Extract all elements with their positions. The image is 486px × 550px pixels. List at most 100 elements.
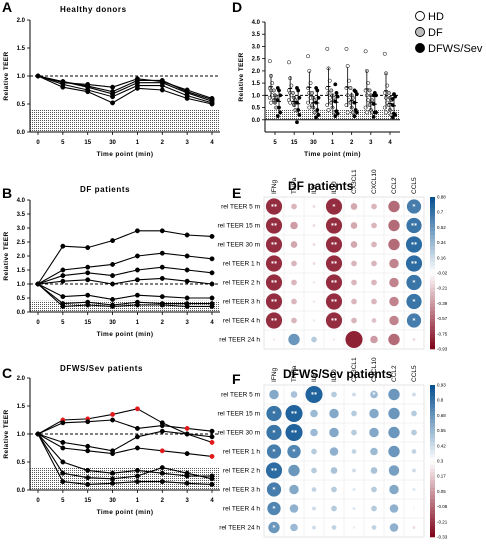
panel-e-colorbar-segment [430,284,435,289]
panel-e-cell-circle [405,236,423,253]
panel-e-row-label: rel TEER 1 h [223,261,260,268]
panel-f-cell-circle [266,482,282,497]
panel-f-row-label: rel TEER 1 h [223,449,260,456]
panel-e-colorbar-segment [430,276,435,281]
panel-d-point-df [348,86,353,90]
panel-b-data-point [60,273,66,279]
panel-b-x-tick-label: 2 [161,320,165,326]
panel-d-point-dfwssev [316,112,321,117]
panel-c-y-tick-label: 1.5 [17,404,26,410]
panel-b-x-tick-label: 3 [185,320,189,326]
panel-d-y-tick-label: 3.0 [252,44,261,50]
panel-a-y-tick-label: 1.0 [17,74,26,80]
panel-b-y-tick-label: 1.5 [17,268,26,274]
panel-e-colorbar-segment [430,333,435,338]
panel-b-data-point [134,302,140,308]
panel-a-x-tick-label: 15 [84,140,91,146]
panel-e-colorbar-segment [430,345,435,350]
panel-b-y-tick-label: 3.5 [17,212,26,218]
panel-f-colorbar-segment [430,411,435,416]
panel-e-colorbar-tick: -0.93 [437,347,448,352]
panel-b-data-point [209,281,215,287]
panel-e-cell-circle [351,260,357,267]
legend-dfws-label: DFWS/Sev [428,43,483,55]
panel-b-data-point [60,267,66,273]
panel-label-d: D [232,0,242,15]
panel-e-row-label: rel TEER 30 m [217,242,260,249]
panel-f-cell-circle [370,467,378,474]
panel-f-cell-circle [351,410,357,417]
panel-b-x-tick-label: 5 [61,320,65,326]
panel-d-point-df [310,90,315,95]
panel-a-shaded-band [30,109,220,132]
panel-c-data-point [60,459,66,465]
panel-f-colorbar-segment [430,426,435,431]
panel-e-cell-circle [325,198,343,215]
legend-hd-marker [415,11,425,21]
panel-e-significance-mark: * [412,280,416,287]
panel-e-colorbar-segment [430,223,435,228]
panel-e-cell-circle [371,241,377,248]
panel-c-series-line [37,433,212,477]
panel-b-data-point [60,294,66,300]
panel-f-cell-circle [369,408,379,419]
panel-e-cell-circle [332,338,336,341]
panel-f-cell-circle [285,404,303,423]
panel-d-point-hd [384,110,388,115]
panel-f-colorbar-segment [430,483,435,488]
panel-f-cell-circle [267,501,281,516]
panel-e-significance-mark: * [412,318,416,325]
panel-d-x-tick-label: 3 [369,140,373,146]
panel-c-dfws-line-chart: 0.0 0.5 1.0 1.5 2.0 Relative TEER 0 5 15 30 1 2 3 4 Ti… [3,376,220,516]
panel-f-colorbar-segment [430,518,435,523]
panel-e-significance-mark: ** [411,223,418,230]
panel-f-colorbar-segment [430,392,435,397]
panel-f-cell-circle [266,424,282,441]
panel-f-cell-circle [388,445,400,458]
panel-f-cell-circle [389,504,399,513]
panel-d-x-tick-label: 4 [388,140,392,146]
panel-e-cell-circle [325,312,343,329]
legend-hd-label: HD [428,11,444,23]
panel-d-x-tick-label: 30 [310,140,317,146]
panel-e-colorbar-tick: -0.02 [437,271,448,276]
panel-f-colorbar-segment [430,472,435,477]
panel-f-colorbar-segment [430,385,435,390]
panel-a-data-point [110,100,116,106]
panel-e-column-label: CCL2 [391,177,398,194]
panel-e-significance-mark: ** [271,223,278,230]
panel-e-cell-circle [345,330,363,349]
panel-e-colorbar-segment [430,257,435,262]
panel-d-y-tick-label: 2.5 [252,57,261,63]
panel-f-cell-circle [329,447,339,456]
panel-e-colorbar-segment [430,238,435,243]
panel-c-data-point [110,470,116,476]
panel-a-data-point [184,95,190,101]
panel-e-cell-circle [265,274,283,291]
panel-f-colorbar-segment [430,529,435,534]
panel-c-x-tick-label: 4 [210,498,214,504]
panel-e-colorbar-segment [430,341,435,346]
panel-e-cell-circle [351,279,357,286]
panel-f-colorbar-tick: 0.93 [437,383,446,388]
panel-b-data-point [85,292,91,298]
panel-b-data-point [209,295,215,301]
panel-f-significance-mark: * [272,449,276,456]
panel-d-point-dfwssev [295,120,299,125]
panel-e-cell-circle [312,205,316,208]
panel-d-y-tick-label: 4.0 [252,20,261,26]
panel-f-colorbar-segment [430,388,435,393]
panel-c-data-point [159,448,165,454]
panel-f-colorbar-segment [430,457,435,462]
panel-f-cell-circle [305,385,323,404]
panel-e-cell-circle [325,217,343,234]
panel-d-point-hd [363,49,368,54]
panel-c-data-point [184,451,190,457]
panel-e-significance-mark: ** [271,280,278,287]
panel-e-cell-circle [272,338,276,341]
panel-c-series-line [37,433,213,485]
panel-e-colorbar-segment [430,269,435,274]
panel-d-point-df [291,90,295,95]
panel-e-colorbar-tick: 0.16 [437,255,446,260]
panel-b-data-point [159,302,165,308]
